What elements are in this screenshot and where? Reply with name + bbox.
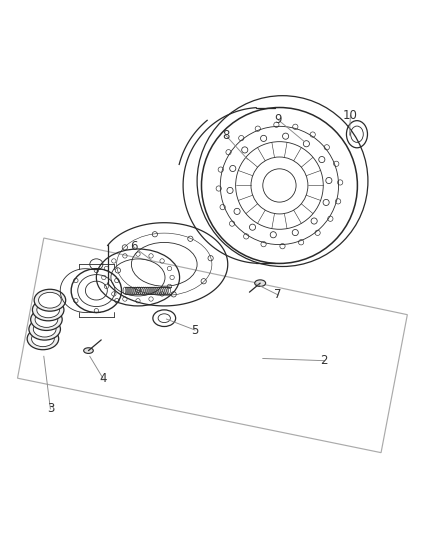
Ellipse shape bbox=[34, 289, 66, 311]
Ellipse shape bbox=[33, 321, 56, 337]
Ellipse shape bbox=[35, 312, 58, 327]
Ellipse shape bbox=[84, 348, 93, 353]
Text: 10: 10 bbox=[343, 109, 358, 122]
Text: 6: 6 bbox=[130, 240, 138, 253]
Ellipse shape bbox=[27, 328, 59, 350]
Text: 5: 5 bbox=[191, 324, 198, 336]
Ellipse shape bbox=[39, 292, 61, 308]
Text: 4: 4 bbox=[99, 372, 107, 385]
Text: 2: 2 bbox=[320, 354, 328, 367]
Ellipse shape bbox=[31, 309, 62, 330]
Text: 7: 7 bbox=[274, 288, 282, 302]
Ellipse shape bbox=[32, 299, 64, 321]
Text: 8: 8 bbox=[222, 128, 229, 142]
Ellipse shape bbox=[32, 331, 54, 346]
Text: 9: 9 bbox=[274, 114, 282, 126]
Ellipse shape bbox=[37, 302, 60, 318]
Text: 3: 3 bbox=[47, 402, 54, 415]
Ellipse shape bbox=[254, 280, 265, 286]
Ellipse shape bbox=[29, 318, 60, 340]
